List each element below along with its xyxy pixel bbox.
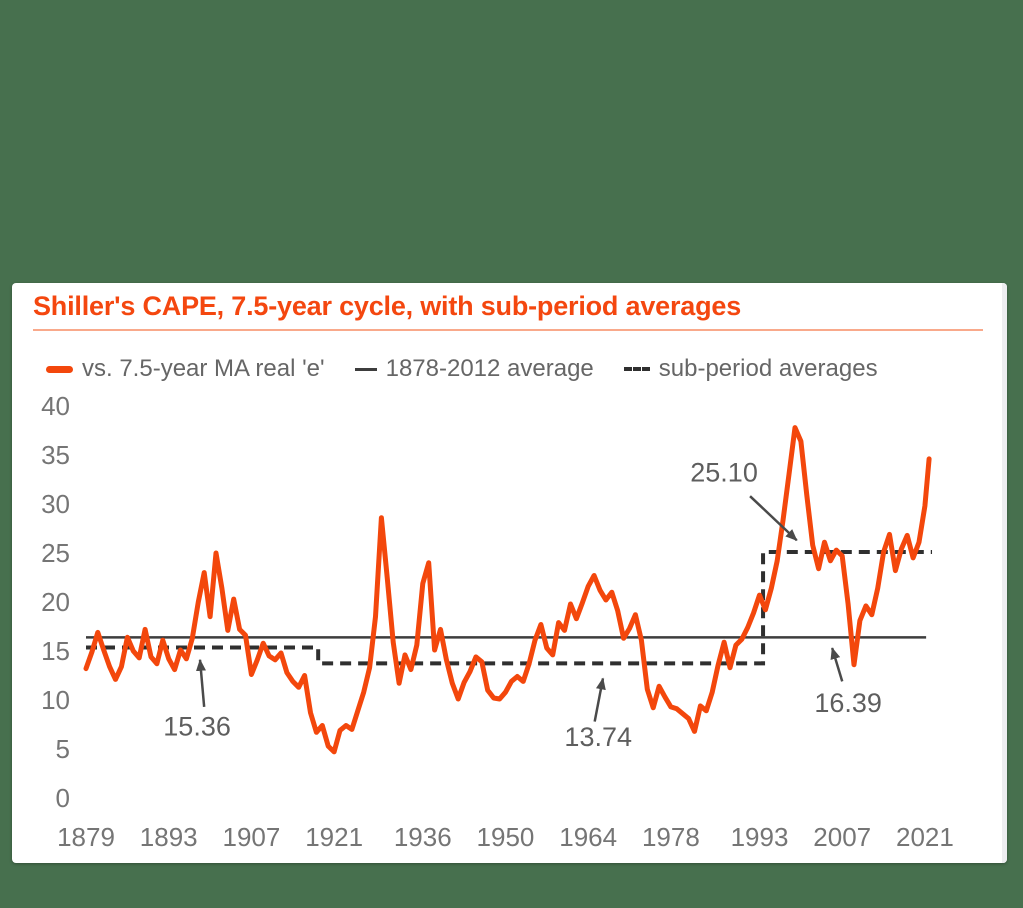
- scrollbar[interactable]: [1002, 283, 1007, 863]
- y-tick-label: 15: [41, 636, 70, 666]
- dashed-dash-icon: [623, 367, 650, 371]
- annotation-label: 13.74: [564, 722, 632, 752]
- annotation-arrow: [749, 495, 798, 542]
- annotation-label: 15.36: [163, 711, 231, 741]
- legend-label-average: 1878-2012 average: [385, 355, 594, 382]
- legend-item-average: 1878-2012 average: [354, 355, 594, 383]
- x-tick-label: 2007: [813, 822, 871, 852]
- chart-title: Shiller's CAPE, 7.5-year cycle, with sub…: [33, 291, 742, 321]
- y-tick-label: 20: [41, 587, 70, 617]
- x-tick-label: 2021: [896, 822, 954, 852]
- x-tick-label: 1921: [305, 822, 363, 852]
- y-tick-label: 0: [56, 783, 70, 813]
- y-tick-label: 30: [41, 489, 70, 519]
- legend-item-cape: vs. 7.5-year MA real 'e': [46, 355, 325, 383]
- annotation-arrow: [593, 677, 606, 722]
- title-underline: [33, 329, 983, 331]
- annotation-arrow: [830, 647, 844, 682]
- y-tick-label: 35: [41, 440, 70, 470]
- legend-label-cape: vs. 7.5-year MA real 'e': [82, 355, 325, 382]
- x-tick-label: 1893: [140, 822, 198, 852]
- cape-line: [83, 425, 932, 755]
- chart-card: Shiller's CAPE, 7.5-year cycle, with sub…: [12, 283, 1007, 863]
- x-tick-label: 1907: [223, 822, 281, 852]
- x-tick-label: 1879: [57, 822, 115, 852]
- x-tick-label: 1950: [477, 822, 535, 852]
- y-tick-label: 25: [41, 538, 70, 568]
- y-tick-label: 5: [56, 734, 70, 764]
- sub-period-averages-line: [86, 550, 933, 666]
- orange-dash-icon: [46, 365, 73, 373]
- solid-dash-icon: [354, 367, 377, 371]
- legend-item-subperiod: sub-period averages: [623, 355, 878, 383]
- y-tick-label: 10: [41, 685, 70, 715]
- x-tick-label: 1936: [394, 822, 452, 852]
- legend-label-subperiod: sub-period averages: [658, 355, 878, 382]
- x-tick-label: 1964: [559, 822, 617, 852]
- x-tick-label: 1978: [642, 822, 700, 852]
- annotation-label: 25.10: [690, 458, 758, 488]
- chart-svg: 0 5 10 15 20 25 30 35 40 1879 1893 1907 1921 1936 1950…: [41, 391, 954, 852]
- x-tick-label: 1993: [731, 822, 789, 852]
- annotation-arrow: [196, 658, 206, 707]
- annotation-label: 16.39: [814, 688, 882, 718]
- y-tick-label: 40: [41, 391, 70, 421]
- chart-legend: vs. 7.5-year MA real 'e' 1878-2012 avera…: [46, 353, 878, 385]
